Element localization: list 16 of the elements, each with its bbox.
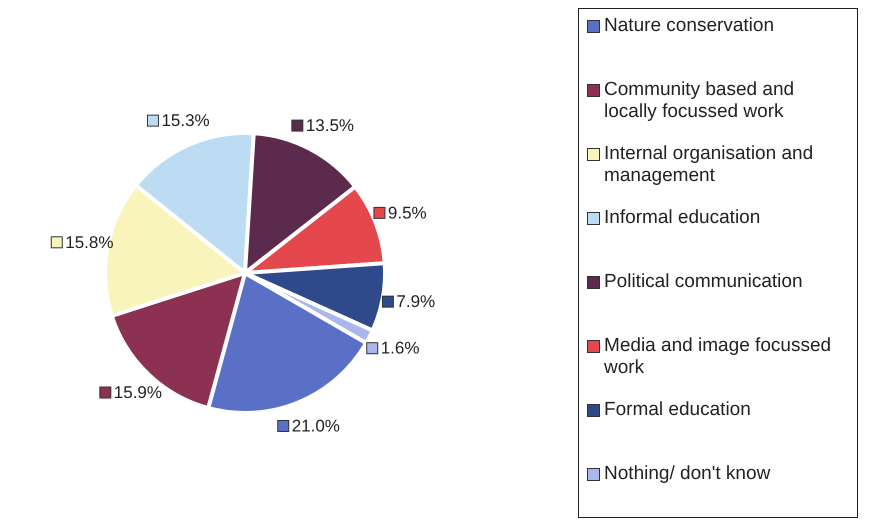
- legend-label: Nothing/ don't know: [604, 463, 770, 485]
- legend-label: Media and image focussed work: [604, 335, 832, 379]
- legend-label: Informal education: [604, 207, 760, 229]
- data-label: 9.5%: [388, 203, 427, 222]
- data-label: 13.5%: [306, 116, 354, 136]
- data-label: 15.8%: [65, 232, 114, 252]
- data-label: 1.6%: [380, 338, 420, 358]
- data-label: 15.9%: [114, 383, 162, 402]
- data-label: 15.3%: [161, 111, 210, 130]
- legend-label: Political communication: [604, 271, 803, 293]
- data-label: 7.9%: [396, 292, 436, 312]
- legend-label: Nature conservation: [604, 15, 774, 37]
- legend-label: Formal education: [604, 399, 751, 421]
- legend-label: Community based and locally focussed work: [604, 79, 796, 123]
- legend-label: Internal organisation and management: [604, 143, 814, 187]
- data-label: 21.0%: [292, 416, 340, 436]
